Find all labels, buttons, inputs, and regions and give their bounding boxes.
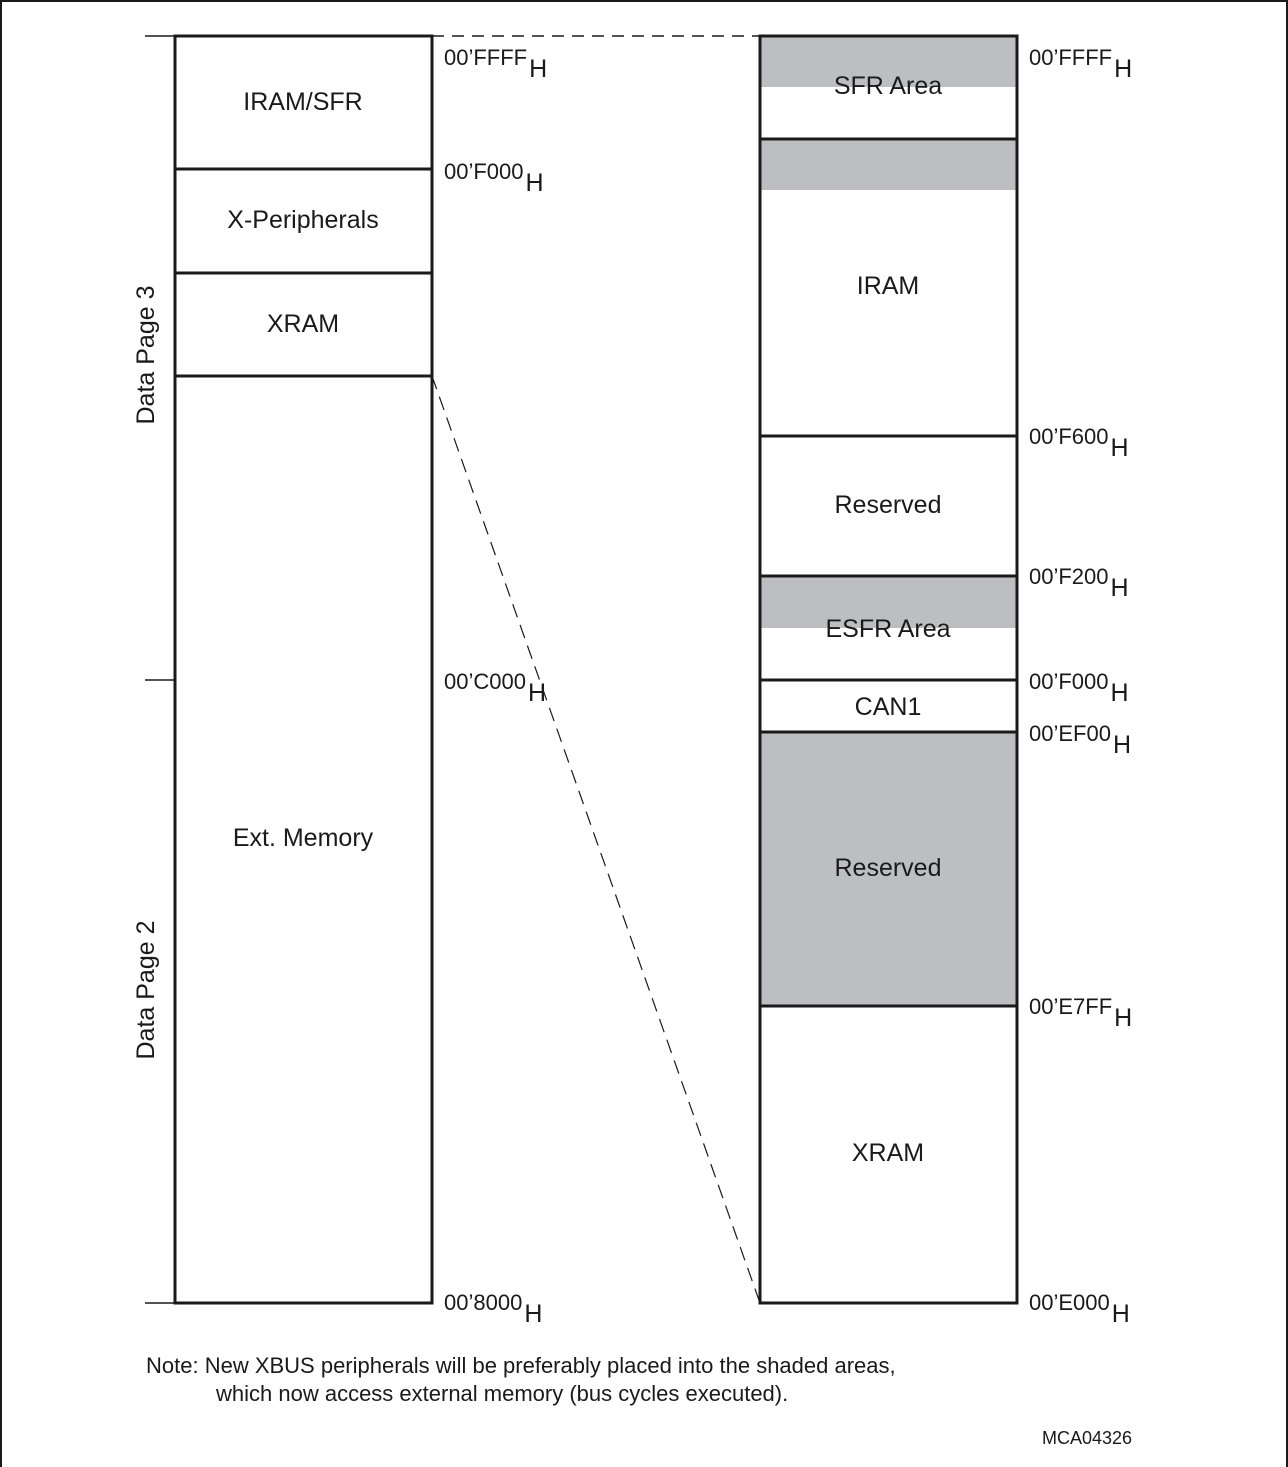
page-label-upper: Data Page 3 — [132, 286, 160, 425]
left-address: 00’8000H — [444, 1290, 542, 1328]
right-block-label: Reserved — [835, 854, 942, 882]
right-block-label: ESFR Area — [825, 615, 950, 643]
zoom-connector-bottom — [431, 375, 761, 1304]
right-block-label: IRAM — [857, 272, 920, 300]
figure-id: MCA04326 — [1042, 1428, 1133, 1448]
right-address: 00’F000H — [1029, 669, 1129, 707]
left-block-label: IRAM/SFR — [243, 88, 362, 116]
left-block-label: XRAM — [267, 310, 339, 338]
esfr-shaded-area — [760, 576, 1017, 628]
reserved-shaded-area — [760, 732, 1017, 1006]
right-map-outline — [758, 34, 1019, 1305]
right-address: 00’F600H — [1029, 424, 1129, 462]
iram-shaded-area — [760, 139, 1017, 190]
left-map-outline — [173, 34, 434, 1305]
right-block-label: XRAM — [852, 1139, 924, 1167]
left-address: 00’F000H — [444, 159, 544, 197]
left-address: 00’FFFFH — [444, 45, 547, 83]
right-block-label: Reserved — [835, 491, 942, 519]
page-label-lower: Data Page 2 — [132, 921, 160, 1060]
right-address: 00’FFFFH — [1029, 45, 1132, 83]
right-address: 00’EF00H — [1029, 721, 1131, 759]
note-line-2: which now access external memory (bus cy… — [216, 1381, 789, 1406]
right-address: 00’E7FFH — [1029, 994, 1132, 1032]
left-block-label: X-Peripherals — [227, 206, 378, 234]
left-address: 00’C000H — [444, 669, 546, 707]
right-address: 00’E000H — [1029, 1290, 1130, 1328]
right-block-label: SFR Area — [834, 72, 942, 100]
left-block-label: Ext. Memory — [233, 824, 374, 852]
right-block-label: CAN1 — [855, 693, 922, 721]
note-line-1: Note: New XBUS peripherals will be prefe… — [146, 1353, 896, 1378]
sfr-shaded-area — [760, 36, 1017, 87]
right-address: 00’F200H — [1029, 564, 1129, 602]
